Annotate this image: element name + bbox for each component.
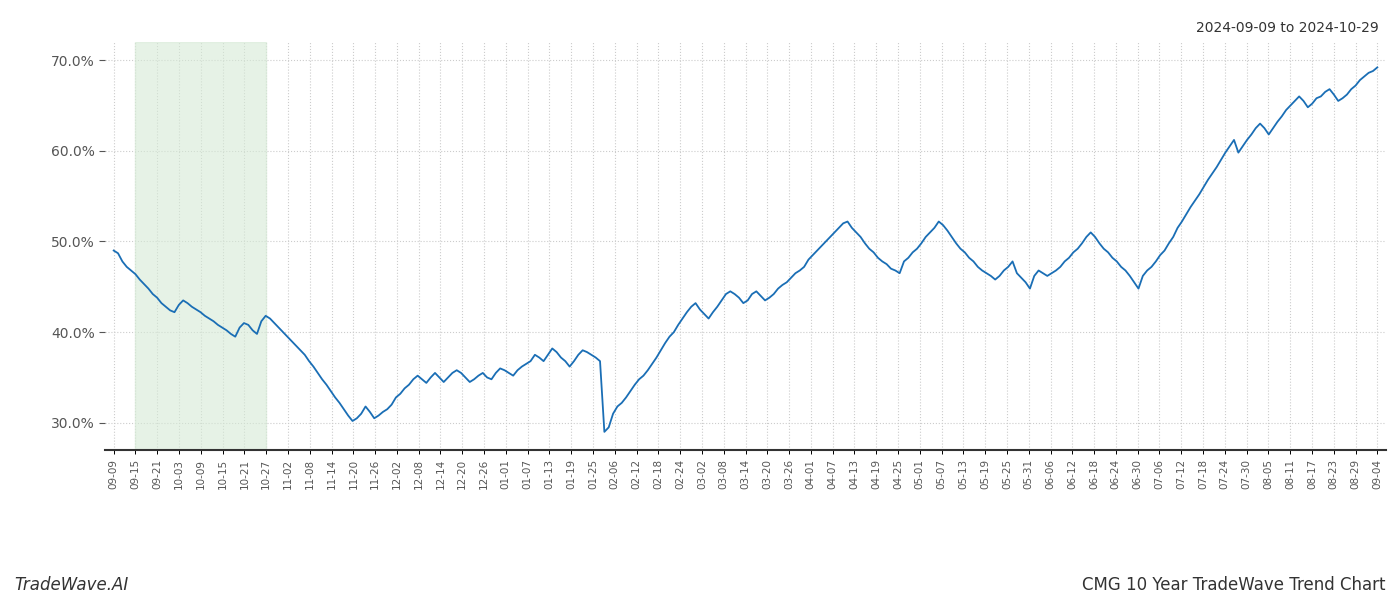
Bar <box>136 42 266 450</box>
Text: TradeWave.AI: TradeWave.AI <box>14 576 129 594</box>
Text: 2024-09-09 to 2024-10-29: 2024-09-09 to 2024-10-29 <box>1196 21 1379 35</box>
Text: CMG 10 Year TradeWave Trend Chart: CMG 10 Year TradeWave Trend Chart <box>1082 576 1386 594</box>
